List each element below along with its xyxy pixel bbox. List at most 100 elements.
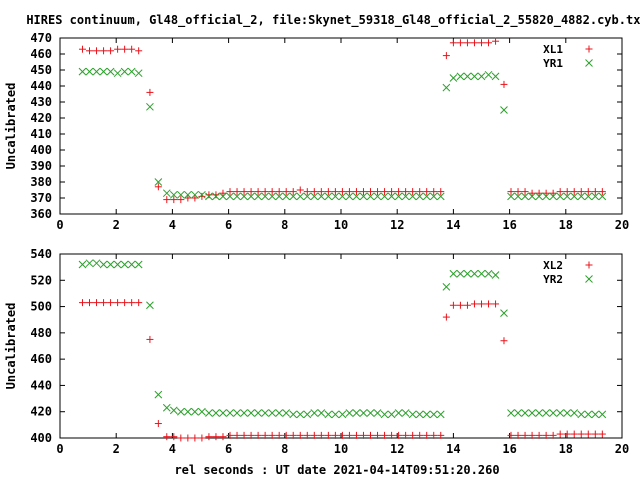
top-plot-yr1-point bbox=[456, 72, 465, 81]
bottom-plot-xl2-point bbox=[198, 434, 206, 442]
top-plot-yr1-point bbox=[380, 192, 389, 201]
bottom-plot-yr2-point bbox=[477, 269, 486, 278]
top-plot-legend-marker-yr1 bbox=[585, 59, 593, 67]
bottom-plot-yr2-point bbox=[577, 410, 586, 419]
bottom-plot-xl2-point bbox=[177, 434, 185, 442]
bottom-plot-yr2-point bbox=[422, 410, 431, 419]
bottom-plot-xl2-point bbox=[359, 431, 367, 439]
top-plot-y-axis-label: Uncalibrated bbox=[4, 83, 18, 170]
bottom-plot-xl2-point bbox=[463, 301, 471, 309]
top-plot-yr1-point bbox=[120, 67, 129, 76]
bottom-plot-xl2-point bbox=[409, 431, 417, 439]
bottom-plot-xl2-point bbox=[430, 431, 438, 439]
top-plot-xl1-point bbox=[310, 188, 318, 196]
bottom-plot-yr2-point bbox=[198, 407, 206, 416]
top-plot-xl1-point bbox=[584, 188, 592, 196]
bottom-plot-xl2-point bbox=[205, 433, 213, 441]
top-plot-yr1-point bbox=[556, 192, 565, 201]
top-plot-yr1-point bbox=[577, 192, 586, 201]
bottom-plot-yr2-point bbox=[226, 409, 234, 417]
top-plot-yr1-point bbox=[205, 192, 213, 201]
top-plot-yr1-point bbox=[78, 67, 87, 76]
bottom-plot-yr2-point bbox=[563, 409, 572, 417]
top-plot-yr1-point bbox=[176, 190, 185, 199]
bottom-plot-yr2-point bbox=[176, 407, 185, 416]
top-plot-xl1-point bbox=[345, 188, 353, 196]
top-plot-x-tick-label: 18 bbox=[559, 218, 573, 232]
bottom-plot-yr2-point bbox=[514, 409, 522, 417]
bottom-plot-yr2-point bbox=[352, 409, 361, 417]
bottom-plot-xl2-point bbox=[247, 431, 255, 439]
top-plot-yr1-point bbox=[282, 192, 291, 201]
bottom-plot-yr2-point bbox=[521, 409, 529, 417]
bottom-plot-yr2-point bbox=[366, 409, 375, 417]
top-plot-xl1-point bbox=[423, 188, 431, 196]
bottom-plot-x-tick-label: 10 bbox=[334, 442, 348, 456]
bottom-plot-xl2-point bbox=[324, 431, 332, 439]
top-plot-frame bbox=[59, 37, 623, 215]
bottom-plot-yr2-point bbox=[380, 410, 389, 419]
top-plot-xl1-point bbox=[514, 188, 522, 196]
top-plot-yr1-point bbox=[113, 69, 122, 78]
bottom-plot-yr2-point bbox=[528, 409, 536, 417]
bottom-plot-yr2-point bbox=[394, 409, 403, 417]
top-plot-xl1-point bbox=[528, 189, 536, 197]
bottom-plot-xl2-point bbox=[114, 299, 122, 307]
bottom-plot-xl2-point bbox=[367, 431, 375, 439]
top-plot-x-tick-label: 14 bbox=[446, 218, 460, 232]
bottom-plot-yr2-point bbox=[219, 409, 227, 417]
bottom-plot-x-tick-label: 8 bbox=[281, 442, 288, 456]
top-plot-yr1-point bbox=[366, 192, 375, 201]
bottom-plot-xl2-point bbox=[423, 431, 431, 439]
top-plot-yr1-point bbox=[85, 67, 94, 76]
top-plot-legend-label-xl1: XL1 bbox=[543, 43, 563, 56]
bottom-plot-x-tick-label: 6 bbox=[225, 442, 232, 456]
bottom-plot-yr2-point bbox=[507, 409, 515, 417]
bottom-plot-yr2-point bbox=[92, 259, 101, 268]
top-plot-legend-label-yr1: YR1 bbox=[543, 57, 563, 70]
top-plot-yr1-point bbox=[470, 72, 479, 81]
bottom-plot-xl2-point bbox=[374, 431, 382, 439]
bottom-plot-yr2-point bbox=[154, 390, 163, 399]
bottom-plot-xl2-point bbox=[381, 431, 389, 439]
bottom-plot-yr2-point bbox=[584, 410, 593, 419]
bottom-plot-xl2-point bbox=[310, 431, 318, 439]
bottom-plot-xl2-point bbox=[191, 434, 199, 442]
bottom-plot-xl2-point bbox=[317, 431, 325, 439]
top-plot-xl1-point bbox=[430, 188, 438, 196]
bottom-plot-yr2-point bbox=[359, 409, 368, 417]
top-plot-yr1-point bbox=[331, 192, 340, 201]
bottom-plot-xl2-point bbox=[521, 431, 529, 439]
bottom-plot-x-tick-label: 12 bbox=[390, 442, 404, 456]
top-plot-yr1-point bbox=[422, 192, 431, 201]
top-plot-yr1-point bbox=[570, 192, 579, 201]
bottom-plot-xl2-point bbox=[93, 299, 101, 307]
top-plot-yr1-point bbox=[247, 192, 255, 201]
top-plot-y-tick-label: 420 bbox=[30, 111, 52, 125]
top-plot-yr1-point bbox=[184, 190, 192, 199]
bottom-plot-yr2-point bbox=[106, 260, 115, 269]
bottom-plot-xl2-point bbox=[78, 299, 86, 307]
bottom-plot-yr2-point bbox=[191, 407, 199, 416]
top-plot-yr1-point bbox=[154, 178, 163, 186]
bottom-plot-xl2-point bbox=[146, 335, 154, 343]
bottom-plot-y-tick-label: 480 bbox=[30, 326, 52, 340]
top-plot-xl1-point bbox=[500, 80, 508, 88]
top-plot-yr1-point bbox=[212, 192, 220, 201]
bottom-plot-x-tick-label: 20 bbox=[615, 442, 629, 456]
bottom-plot-xl2-point bbox=[449, 301, 457, 309]
bottom-plot-yr2-point bbox=[261, 409, 269, 417]
top-plot-yr1-point bbox=[226, 192, 234, 201]
top-plot-xl1-point bbox=[282, 188, 290, 196]
top-plot-yr1-point bbox=[387, 192, 396, 201]
bottom-plot-yr2-point bbox=[500, 309, 508, 317]
top-plot-xl1-point bbox=[212, 191, 220, 199]
bottom-plot-yr2-point bbox=[99, 260, 108, 269]
bottom-plot-xl2-point bbox=[416, 431, 424, 439]
top-plot-y-tick-label: 460 bbox=[30, 47, 52, 61]
top-plot-xl1-point bbox=[128, 45, 136, 53]
top-plot-xl1-point bbox=[205, 191, 213, 199]
bottom-plot-yr2-point bbox=[598, 410, 607, 419]
bottom-plot-yr2-point bbox=[78, 260, 87, 269]
